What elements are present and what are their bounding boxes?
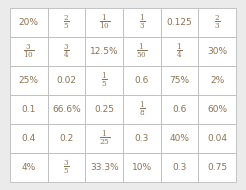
- Text: $\frac{1}{10}$: $\frac{1}{10}$: [99, 13, 110, 32]
- Text: $\frac{2}{3}$: $\frac{2}{3}$: [214, 14, 220, 31]
- Bar: [85, 124, 123, 153]
- Bar: [48, 37, 85, 66]
- Text: 0.6: 0.6: [172, 105, 187, 114]
- Text: $\frac{1}{8}$: $\frac{1}{8}$: [138, 100, 145, 119]
- Text: 40%: 40%: [169, 134, 189, 143]
- Bar: [48, 153, 85, 182]
- Text: 20%: 20%: [19, 18, 39, 27]
- Bar: [10, 8, 48, 37]
- Bar: [123, 124, 161, 153]
- Bar: [123, 37, 161, 66]
- Text: $\frac{1}{25}$: $\frac{1}{25}$: [99, 129, 110, 148]
- Bar: [161, 124, 198, 153]
- Text: 0.3: 0.3: [172, 163, 187, 172]
- Bar: [123, 153, 161, 182]
- Bar: [10, 95, 48, 124]
- Text: 10%: 10%: [132, 163, 152, 172]
- Text: 0.4: 0.4: [22, 134, 36, 143]
- Bar: [10, 153, 48, 182]
- Text: 0.02: 0.02: [57, 76, 77, 85]
- Bar: [123, 8, 161, 37]
- Bar: [10, 66, 48, 95]
- Text: 0.125: 0.125: [167, 18, 192, 27]
- Bar: [85, 66, 123, 95]
- Bar: [48, 124, 85, 153]
- Text: 0.1: 0.1: [22, 105, 36, 114]
- Bar: [198, 8, 236, 37]
- Bar: [161, 37, 198, 66]
- Text: $\frac{3}{4}$: $\frac{3}{4}$: [63, 43, 70, 60]
- Bar: [85, 95, 123, 124]
- Text: 0.2: 0.2: [59, 134, 74, 143]
- Text: 12.5%: 12.5%: [90, 47, 119, 56]
- Bar: [10, 37, 48, 66]
- Text: $\frac{3}{10}$: $\frac{3}{10}$: [23, 43, 34, 60]
- Text: 0.6: 0.6: [135, 76, 149, 85]
- Text: $\frac{3}{5}$: $\frac{3}{5}$: [63, 159, 70, 176]
- Bar: [123, 95, 161, 124]
- Text: $\frac{1}{50}$: $\frac{1}{50}$: [136, 42, 147, 61]
- Text: 66.6%: 66.6%: [52, 105, 81, 114]
- Text: 4%: 4%: [22, 163, 36, 172]
- Bar: [198, 124, 236, 153]
- Bar: [198, 95, 236, 124]
- Text: 0.3: 0.3: [135, 134, 149, 143]
- Text: 2%: 2%: [210, 76, 224, 85]
- Bar: [10, 124, 48, 153]
- Bar: [198, 153, 236, 182]
- Bar: [161, 153, 198, 182]
- Text: 0.75: 0.75: [207, 163, 227, 172]
- Text: 25%: 25%: [19, 76, 39, 85]
- Bar: [198, 66, 236, 95]
- Text: 60%: 60%: [207, 105, 227, 114]
- Bar: [48, 66, 85, 95]
- Text: $\frac{1}{4}$: $\frac{1}{4}$: [176, 42, 183, 61]
- Bar: [48, 8, 85, 37]
- Bar: [85, 153, 123, 182]
- Bar: [48, 95, 85, 124]
- Text: $\frac{1}{3}$: $\frac{1}{3}$: [138, 13, 145, 32]
- Bar: [85, 8, 123, 37]
- Text: 0.25: 0.25: [94, 105, 114, 114]
- Bar: [161, 66, 198, 95]
- Text: $\frac{2}{5}$: $\frac{2}{5}$: [63, 14, 70, 31]
- Bar: [198, 37, 236, 66]
- Bar: [161, 95, 198, 124]
- Text: $\frac{1}{5}$: $\frac{1}{5}$: [101, 71, 108, 90]
- Text: 30%: 30%: [207, 47, 227, 56]
- Text: 33.3%: 33.3%: [90, 163, 119, 172]
- Bar: [85, 37, 123, 66]
- Text: 75%: 75%: [169, 76, 190, 85]
- Bar: [161, 8, 198, 37]
- Bar: [123, 66, 161, 95]
- Text: 0.04: 0.04: [207, 134, 227, 143]
